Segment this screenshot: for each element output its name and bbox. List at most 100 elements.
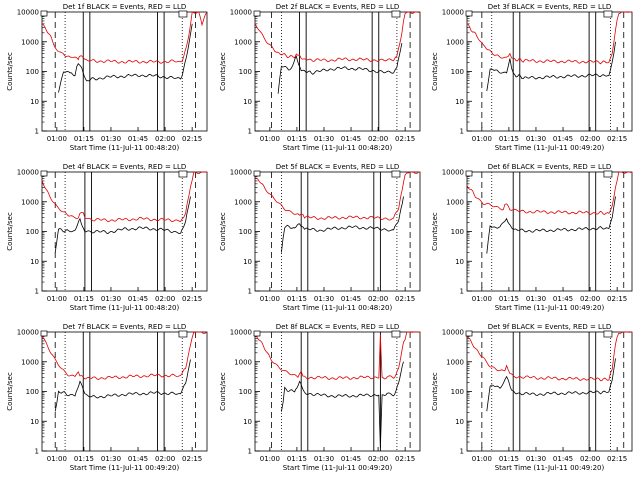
x-tick-label: 01:45: [341, 455, 361, 463]
x-tick-label: 01:45: [341, 295, 361, 303]
x-tick-label: 01:15: [74, 295, 94, 303]
y-tick-label: 10: [243, 418, 252, 426]
series-line-red: [41, 331, 208, 380]
plot-frame: [254, 11, 421, 132]
y-tick-label: 10000: [442, 329, 464, 337]
series-line-black: [277, 43, 403, 94]
y-tick-label: 10000: [230, 9, 252, 17]
x-axis-label: Start Time (11-Jul-11 00:49:20): [283, 464, 393, 472]
x-axis-label: Start Time (11-Jul-11 00:49:20): [495, 464, 605, 472]
x-tick-label: 02:15: [607, 455, 627, 463]
y-tick-label: 1000: [446, 358, 464, 366]
plot-frame: [466, 331, 633, 452]
y-tick-label: 10: [243, 258, 252, 266]
y-axis-label: Counts/sec: [431, 372, 439, 411]
series-line-red: [466, 171, 633, 215]
series-line-black: [486, 41, 616, 92]
series-line-black: [281, 361, 404, 449]
y-tick-label: 1: [460, 288, 464, 296]
y-tick-label: 1000: [234, 38, 252, 46]
corner-box: [40, 10, 48, 17]
series-line-black: [58, 23, 193, 93]
corner-box: [391, 330, 401, 338]
y-tick-label: 1000: [446, 198, 464, 206]
x-tick-label: 01:15: [287, 135, 307, 143]
y-tick-label: 1: [460, 128, 464, 136]
series-line-red: [254, 331, 420, 380]
y-tick-label: 10: [30, 258, 39, 266]
x-tick-label: 01:00: [472, 455, 492, 463]
series-line-red: [466, 331, 632, 382]
x-tick-label: 02:00: [155, 455, 175, 463]
x-tick-label: 01:30: [526, 135, 546, 143]
y-tick-label: 100: [26, 68, 39, 76]
x-tick-label: 02:15: [395, 135, 415, 143]
corner-box: [40, 170, 48, 177]
y-tick-label: 1000: [446, 38, 464, 46]
y-axis-label: Counts/sec: [219, 372, 227, 411]
x-tick-label: 02:15: [182, 295, 202, 303]
x-tick-label: 01:45: [553, 455, 573, 463]
panel-6: 1 10 100 1000 10000 01:00 01:15 01:30 01:45 02:00…: [431, 163, 633, 312]
plot-frame: [466, 11, 633, 132]
corner-box: [253, 330, 261, 337]
corner-box: [391, 170, 401, 178]
x-tick-label: 02:15: [182, 455, 202, 463]
y-tick-label: 1000: [21, 38, 39, 46]
y-tick-label: 10: [30, 418, 39, 426]
series-line-red: [41, 11, 208, 64]
panel-9: 1 10 100 1000 10000 01:00 01:15 01:30 01:45 02:00…: [431, 323, 633, 472]
series-line-red: [41, 171, 207, 223]
x-tick-label: 01:30: [101, 135, 121, 143]
y-axis-label: Counts/sec: [431, 212, 439, 251]
chart-title: Det 9f BLACK = Events, RED = LLD: [488, 323, 611, 331]
x-tick-label: 02:15: [395, 295, 415, 303]
x-axis-label: Start Time (11-Jul-11 00:48:20): [70, 144, 180, 152]
x-tick-label: 02:00: [368, 295, 388, 303]
y-tick-label: 100: [451, 228, 464, 236]
x-axis-label: Start Time (11-Jul-11 00:48:20): [283, 304, 393, 312]
y-tick-label: 1: [248, 288, 252, 296]
x-tick-label: 01:00: [47, 295, 67, 303]
corner-box: [40, 330, 48, 337]
y-tick-label: 100: [26, 228, 39, 236]
plot-frame: [41, 171, 208, 292]
y-axis-label: Counts/sec: [431, 52, 439, 91]
plot-frame: [466, 171, 633, 292]
series-line-black: [486, 358, 616, 412]
y-tick-label: 100: [26, 388, 39, 396]
chart-title: Det 7f BLACK = Events, RED = LLD: [63, 323, 186, 331]
corner-box: [603, 10, 613, 18]
corner-box: [253, 10, 261, 17]
y-tick-label: 10000: [230, 329, 252, 337]
x-tick-label: 01:30: [314, 135, 334, 143]
x-tick-label: 01:15: [287, 295, 307, 303]
x-tick-label: 01:45: [553, 135, 573, 143]
panel-3: 1 10 100 1000 10000 01:00 01:15 01:30 01:45 02:00…: [431, 3, 633, 152]
x-tick-label: 01:45: [128, 455, 148, 463]
y-tick-label: 100: [451, 68, 464, 76]
y-tick-label: 1: [35, 128, 39, 136]
y-tick-label: 100: [239, 228, 252, 236]
x-tick-label: 02:00: [580, 455, 600, 463]
y-tick-label: 10000: [442, 9, 464, 17]
x-tick-label: 01:15: [287, 455, 307, 463]
y-axis-label: Counts/sec: [6, 212, 14, 251]
x-tick-label: 02:15: [395, 455, 415, 463]
panel-7: 1 10 100 1000 10000 01:00 01:15 01:30 01:45 02:00…: [6, 323, 208, 472]
y-tick-label: 1: [35, 288, 39, 296]
panel-5: 1 10 100 1000 10000 01:00 01:15 01:30 01:45 02:00…: [219, 163, 421, 312]
y-tick-label: 10: [455, 418, 464, 426]
x-tick-label: 01:45: [128, 135, 148, 143]
y-axis-label: Counts/sec: [219, 212, 227, 251]
chart-title: Det 2f BLACK = Events, RED = LLD: [276, 3, 399, 11]
x-tick-label: 01:15: [74, 455, 94, 463]
y-tick-label: 10: [243, 98, 252, 106]
x-tick-label: 02:15: [607, 135, 627, 143]
y-tick-label: 1: [35, 448, 39, 456]
chart-title: Det 6f BLACK = Events, RED = LLD: [488, 163, 611, 171]
x-tick-label: 01:30: [314, 295, 334, 303]
panel-2: 1 10 100 1000 10000 01:00 01:15 01:30 01:45 02:00…: [219, 3, 421, 152]
x-tick-label: 01:00: [260, 295, 280, 303]
